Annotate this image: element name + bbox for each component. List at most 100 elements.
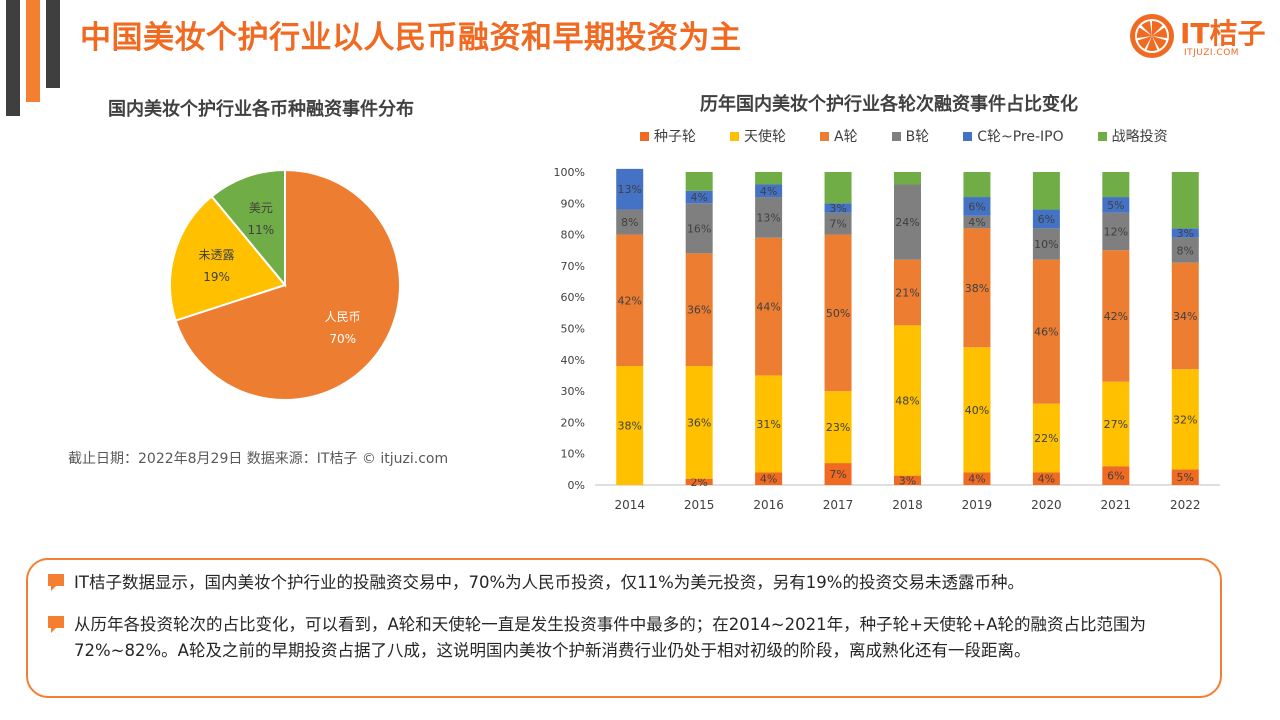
y-tick-label: 70% xyxy=(561,260,585,273)
bar-data-label: 31% xyxy=(756,418,780,431)
bar-data-label: 7% xyxy=(829,468,846,481)
logo-text: IT桔子 xyxy=(1180,17,1266,50)
orange-slice-icon xyxy=(1130,14,1174,58)
itjuzi-logo: IT桔子 ITJUZI.COM xyxy=(1128,12,1268,62)
x-tick-label: 2021 xyxy=(1101,498,1132,512)
bar-segment xyxy=(1032,209,1060,229)
bar-segment xyxy=(963,215,991,229)
bar-data-label: 4% xyxy=(760,185,777,198)
bar-segment xyxy=(755,472,783,485)
bar-segment xyxy=(1171,172,1199,229)
pie-slice-value: 11% xyxy=(248,223,275,237)
bar-data-label: 3% xyxy=(1177,227,1194,240)
bar-data-label: 13% xyxy=(617,183,641,196)
legend-item: 战略投资 xyxy=(1097,126,1168,146)
bar-segment xyxy=(685,172,713,191)
decorative-bar xyxy=(26,0,40,102)
bar-data-label: 12% xyxy=(1104,225,1128,238)
bar-segment xyxy=(685,203,713,254)
speech-bubble-icon xyxy=(48,574,64,591)
bar-data-label: 44% xyxy=(756,301,780,314)
bar-data-label: 6% xyxy=(968,200,985,213)
bar-data-label: 2% xyxy=(690,476,707,489)
bar-segment xyxy=(685,190,713,204)
bar-data-label: 4% xyxy=(1038,473,1055,486)
bar-chart-title: 历年国内美妆个护行业各轮次融资事件占比变化 xyxy=(700,94,1078,115)
legend-item: B轮 xyxy=(891,126,929,146)
bar-data-label: 40% xyxy=(965,404,989,417)
legend-label: 战略投资 xyxy=(1111,129,1168,145)
legend-swatch xyxy=(730,131,739,141)
pie-slice-value: 70% xyxy=(329,332,356,346)
bar-segment xyxy=(1032,403,1060,473)
bar-segment xyxy=(894,259,921,326)
bar-segment xyxy=(755,375,783,473)
bar-segment xyxy=(824,234,852,392)
pie-slice-label: 人民币 xyxy=(325,310,361,324)
legend-item: 天使轮 xyxy=(730,126,786,146)
bar-segment xyxy=(963,347,991,473)
summary-box: IT桔子数据显示，国内美妆个护行业的投融资交易中，70%为人民币投资，仅11%为… xyxy=(26,558,1222,698)
bar-data-label: 36% xyxy=(687,304,711,317)
pie-chart-title: 国内美妆个护行业各币种融资事件分布 xyxy=(108,99,414,120)
bar-data-label: 4% xyxy=(760,473,777,486)
x-tick-label: 2022 xyxy=(1170,498,1201,512)
legend-item: C轮~Pre-IPO xyxy=(963,126,1064,146)
bar-data-label: 27% xyxy=(1104,418,1128,431)
pie-slice xyxy=(174,168,401,401)
legend-label: C轮~Pre-IPO xyxy=(977,129,1064,145)
bar-segment xyxy=(963,472,991,485)
bar-segment xyxy=(685,478,713,485)
bar-segment xyxy=(824,463,852,485)
y-tick-label: 40% xyxy=(561,354,585,367)
bar-segment xyxy=(1171,369,1199,470)
bar-data-label: 46% xyxy=(1034,326,1058,339)
bar-segment xyxy=(963,228,991,348)
bar-data-label: 6% xyxy=(1107,470,1124,483)
y-tick-label: 60% xyxy=(561,291,585,304)
y-tick-label: 20% xyxy=(561,416,585,429)
summary-point: IT桔子数据显示，国内美妆个护行业的投融资交易中，70%为人民币投资，仅11%为… xyxy=(46,570,1198,596)
bar-segment xyxy=(963,197,991,216)
bar-data-label: 50% xyxy=(826,307,850,320)
speech-bubble-icon xyxy=(48,616,64,633)
bar-data-label: 48% xyxy=(895,394,919,407)
bar-data-label: 24% xyxy=(895,216,919,229)
bar-segment xyxy=(824,391,852,464)
bar-data-label: 4% xyxy=(968,473,985,486)
bar-segment xyxy=(894,475,921,485)
bar-segment xyxy=(894,172,921,185)
bar-data-label: 16% xyxy=(687,222,711,235)
y-tick-label: 90% xyxy=(561,197,585,210)
legend-swatch xyxy=(963,131,973,141)
bar-segment xyxy=(616,366,644,485)
summary-text: 从历年各投资轮次的占比变化，可以看到，A轮和天使轮一直是发生投资事件中最多的；在… xyxy=(74,615,1147,660)
x-tick-label: 2014 xyxy=(614,498,645,512)
bar-segment xyxy=(755,197,783,238)
currency-pie-chart: 人民币 70% 未透露 19% 美元 11% xyxy=(169,168,401,401)
x-tick-label: 2016 xyxy=(753,498,784,512)
pie-slice-label: 未透露 xyxy=(199,248,235,262)
bar-segment xyxy=(1102,250,1130,382)
bar-data-label: 7% xyxy=(829,218,846,231)
bar-data-label: 13% xyxy=(756,211,780,224)
bar-segment xyxy=(616,168,644,210)
bar-data-label: 38% xyxy=(965,282,989,295)
bar-segment xyxy=(1102,197,1130,213)
bar-segment xyxy=(1171,228,1199,238)
bar-data-label: 8% xyxy=(621,216,638,229)
source-note: 截止日期：2022年8月29日 数据来源：IT桔子 © itjuzi.com xyxy=(68,451,449,467)
pie-slice-label: 美元 xyxy=(249,201,273,215)
bar-segment xyxy=(824,172,852,204)
bar-segment xyxy=(616,234,644,367)
bar-data-label: 5% xyxy=(1177,471,1194,484)
bar-segment xyxy=(963,172,991,198)
x-tick-label: 2020 xyxy=(1031,498,1062,512)
logo-subtext: ITJUZI.COM xyxy=(1184,48,1240,58)
bar-data-label: 3% xyxy=(829,202,846,215)
bar-data-label: 21% xyxy=(895,287,919,300)
bar-segment xyxy=(1102,381,1130,467)
x-tick-label: 2017 xyxy=(823,498,854,512)
legend-swatch xyxy=(640,131,649,141)
bar-segment xyxy=(1171,469,1199,485)
